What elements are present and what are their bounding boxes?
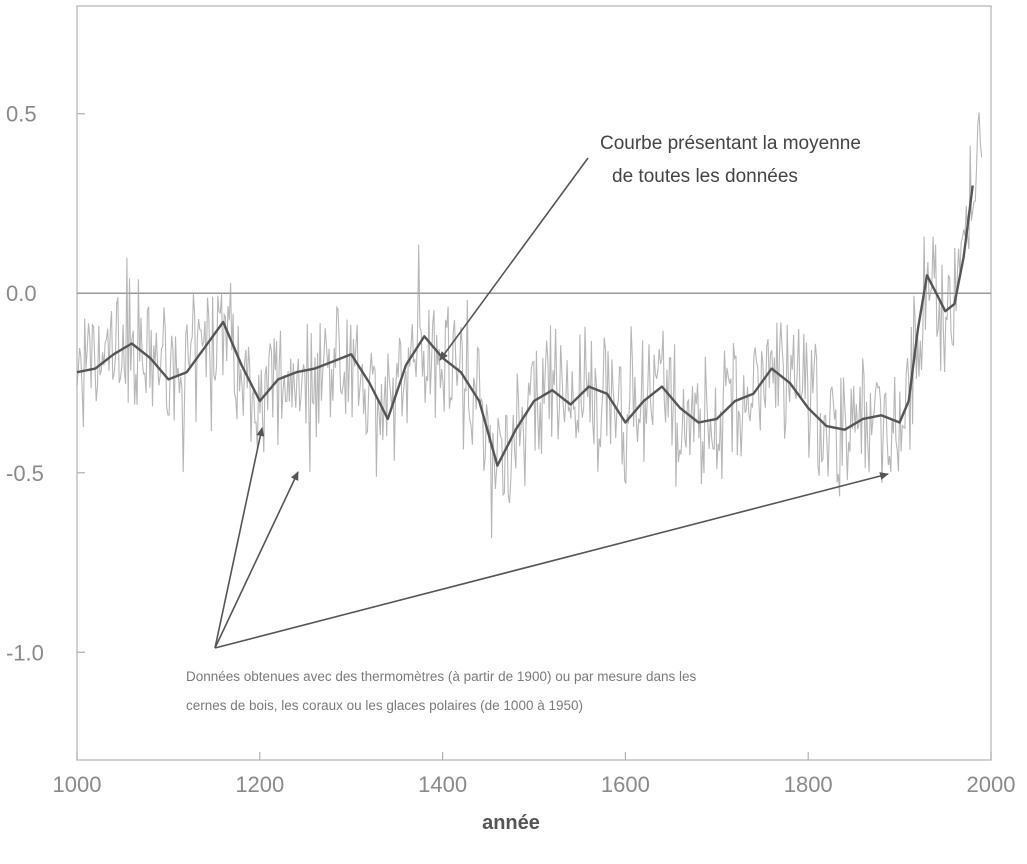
- y-tick-label: 0.5: [6, 102, 37, 127]
- x-tick-label: 2000: [967, 772, 1016, 797]
- series-line-mean: [76, 185, 974, 467]
- x-tick-label: 1000: [53, 772, 102, 797]
- annotation-arrow-data-3: [214, 472, 889, 649]
- x-tick-label: 1800: [784, 772, 833, 797]
- x-tick-label: 1400: [418, 772, 467, 797]
- x-tick-label: 1600: [601, 772, 650, 797]
- annotation-data-line-1: Données obtenues avec des thermomètres (…: [186, 669, 697, 684]
- series-line-raw: [76, 112, 983, 539]
- annotation-arrow-data-2: [214, 471, 299, 649]
- raw-data-noise: [76, 112, 983, 539]
- annotation-mean-line-1: Courbe présentant la moyenne: [600, 133, 861, 154]
- axis-ticks: [76, 113, 992, 760]
- y-tick-label: -0.5: [6, 461, 44, 486]
- annotation-mean-line-2: de toutes les données: [612, 166, 798, 187]
- x-tick-label: 1200: [235, 772, 284, 797]
- y-tick-label: 0.0: [6, 281, 37, 306]
- x-axis-title: année: [482, 812, 540, 834]
- annotation-data-line-2: cernes de bois, les coraux ou les glaces…: [186, 698, 583, 713]
- annotation-arrow-data-1: [214, 427, 265, 649]
- y-tick-label: -1.0: [6, 640, 44, 665]
- annotation-arrow-mean: [439, 157, 589, 361]
